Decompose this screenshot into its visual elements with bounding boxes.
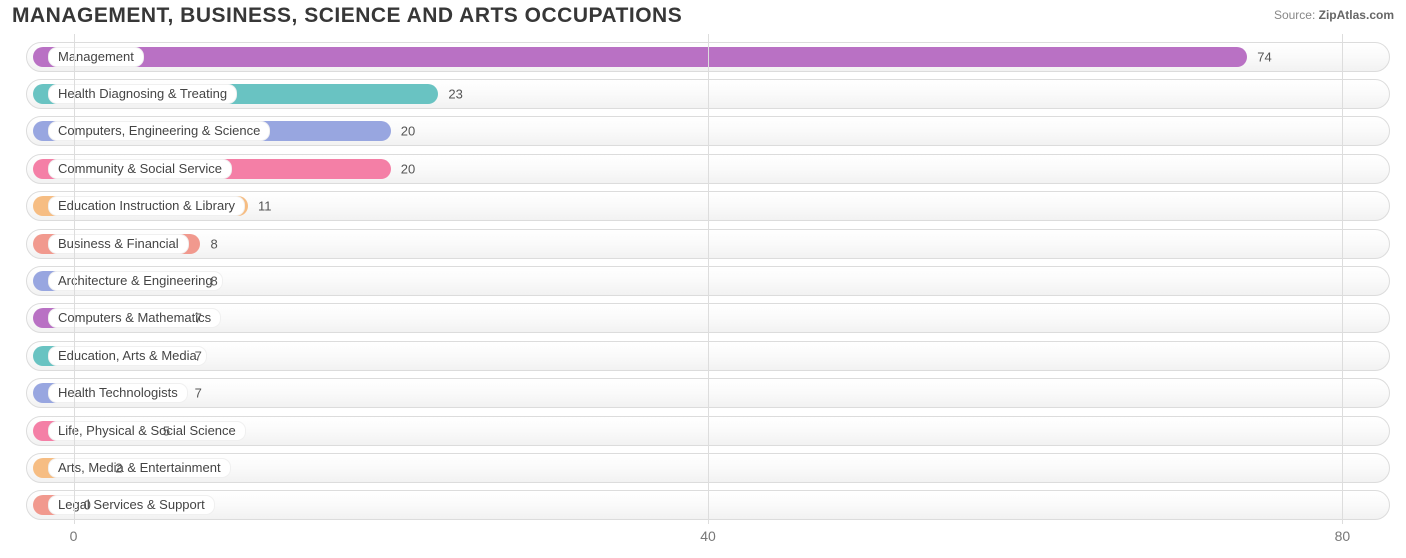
- gridline: [708, 34, 709, 524]
- bar-label: Community & Social Service: [48, 159, 232, 179]
- bar-label: Education, Arts & Media: [48, 346, 207, 366]
- bar-label: Health Technologists: [48, 383, 188, 403]
- bar-value: 7: [195, 386, 202, 401]
- x-axis: 0 40 80: [26, 526, 1390, 546]
- bar-value: 8: [210, 236, 217, 251]
- bar-value: 2: [115, 460, 122, 475]
- bar-value: 8: [210, 273, 217, 288]
- bar-value: 20: [401, 161, 415, 176]
- bar-value: 7: [195, 311, 202, 326]
- bar-value: 23: [448, 86, 462, 101]
- bar-label: Education Instruction & Library: [48, 196, 245, 216]
- chart-title: MANAGEMENT, BUSINESS, SCIENCE AND ARTS O…: [12, 4, 682, 28]
- bar-value: 74: [1257, 49, 1271, 64]
- occupations-bar-chart: Management 74 Health Diagnosing & Treating…: [8, 34, 1398, 546]
- bar-label: Management: [48, 47, 144, 67]
- gridline: [1342, 34, 1343, 524]
- source-label: Source: ZipAtlas.com: [1274, 4, 1394, 22]
- bar-value: 11: [258, 199, 272, 214]
- x-tick-label: 40: [700, 528, 716, 544]
- bar-value: 20: [401, 124, 415, 139]
- bar-label: Life, Physical & Social Science: [48, 421, 246, 441]
- bar-value: 0: [84, 498, 91, 513]
- x-tick-label: 0: [70, 528, 78, 544]
- bar-value: 5: [163, 423, 170, 438]
- gridline: [74, 34, 75, 524]
- source-name: ZipAtlas.com: [1319, 8, 1394, 22]
- bar: [33, 47, 1247, 67]
- bar-label: Arts, Media & Entertainment: [48, 458, 231, 478]
- bar-label: Business & Financial: [48, 234, 189, 254]
- source-prefix: Source:: [1274, 8, 1319, 22]
- x-tick-label: 80: [1335, 528, 1351, 544]
- bar-label: Computers, Engineering & Science: [48, 121, 270, 141]
- bar-value: 7: [195, 348, 202, 363]
- bar-label: Health Diagnosing & Treating: [48, 84, 237, 104]
